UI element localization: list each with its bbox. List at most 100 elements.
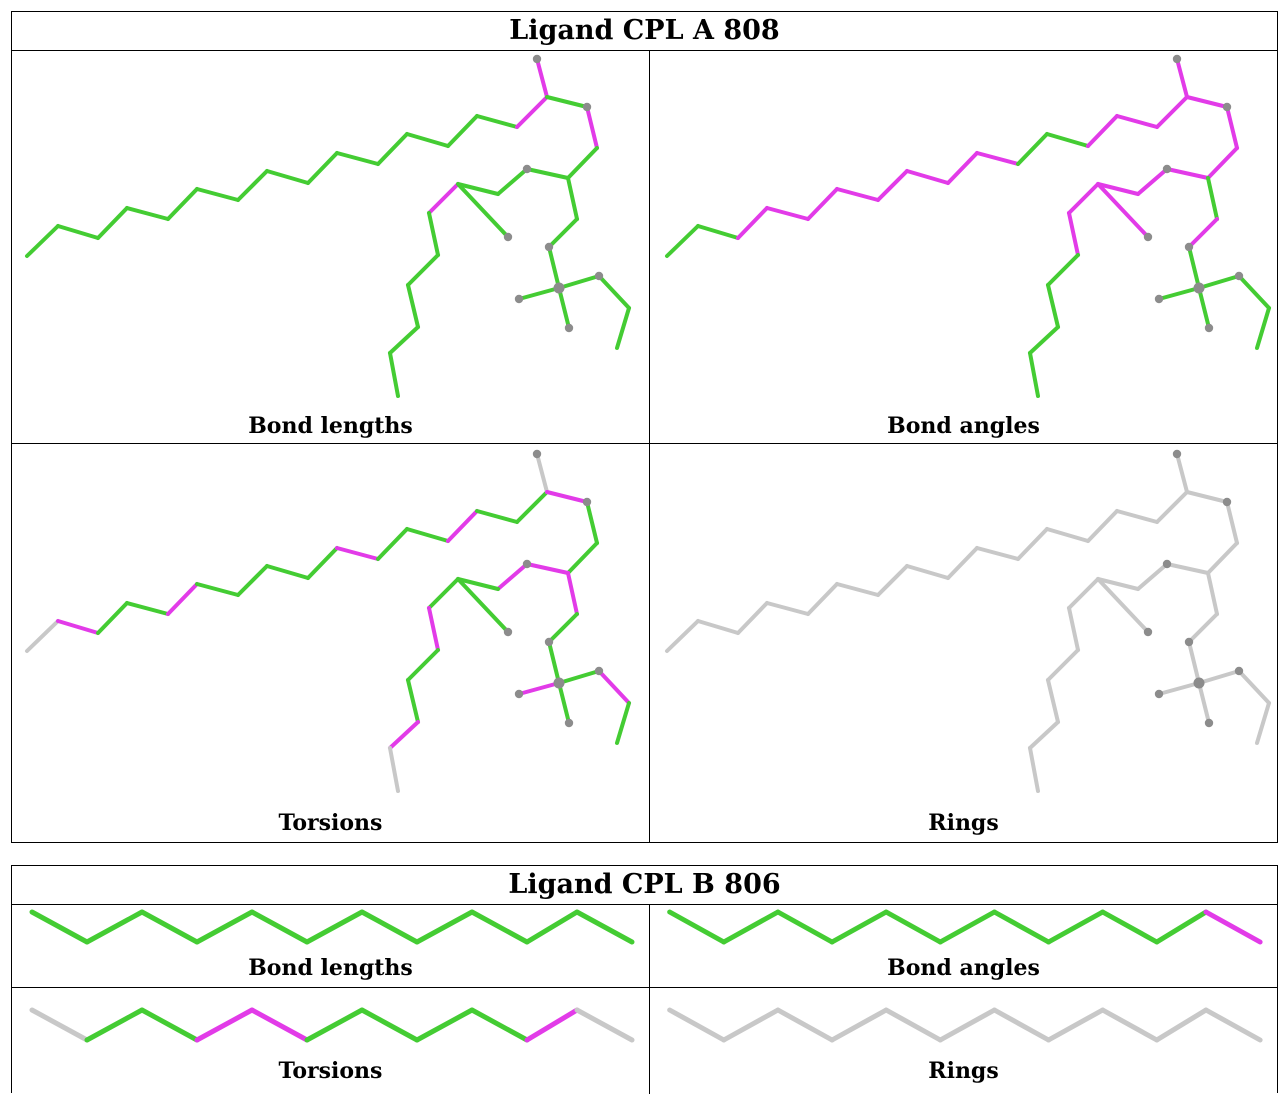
- bond: [1203, 1007, 1263, 1043]
- atom: [544, 637, 554, 647]
- bond: [405, 527, 450, 543]
- bond: [876, 169, 909, 202]
- bond: [585, 500, 599, 545]
- bond: [304, 909, 365, 945]
- bond: [736, 206, 769, 240]
- ligand-a-bond-angles-structure: [665, 54, 1271, 398]
- ligand-b-torsions-structure: [29, 1007, 635, 1043]
- bond: [547, 245, 561, 290]
- bond: [1028, 351, 1040, 398]
- bond: [905, 169, 950, 185]
- bond: [427, 182, 460, 215]
- bond: [547, 612, 579, 644]
- bond: [1187, 217, 1219, 249]
- bond: [547, 217, 579, 249]
- bond: [597, 274, 631, 310]
- bond: [1187, 612, 1219, 644]
- bond: [1175, 57, 1189, 99]
- bond: [166, 187, 199, 221]
- bond: [139, 909, 200, 945]
- bond: [721, 909, 781, 945]
- atom: [1222, 102, 1232, 112]
- bond: [574, 909, 635, 945]
- bond: [1028, 746, 1040, 793]
- bond: [388, 720, 420, 750]
- bond: [456, 577, 510, 634]
- bond: [1187, 640, 1201, 685]
- bond: [388, 351, 400, 398]
- bond: [1136, 562, 1169, 591]
- ligand-a-torsions-panel: Torsions: [12, 444, 649, 842]
- ligand-a-torsions-structure: [25, 449, 631, 793]
- bond: [1086, 509, 1119, 543]
- bond: [1046, 1007, 1106, 1043]
- bond: [1096, 182, 1140, 196]
- bond: [515, 95, 549, 129]
- bond: [517, 681, 561, 696]
- bond: [249, 909, 310, 945]
- atom: [582, 102, 592, 112]
- bond: [1237, 669, 1271, 705]
- bond: [1136, 167, 1169, 196]
- bond: [236, 169, 269, 202]
- bond: [194, 1007, 255, 1043]
- atom: [1172, 54, 1182, 64]
- atom: [1234, 666, 1244, 676]
- bond: [475, 114, 519, 129]
- bond: [946, 546, 979, 580]
- atom: [1143, 627, 1153, 637]
- bond: [1203, 909, 1263, 945]
- bond: [388, 325, 420, 355]
- bond: [1197, 286, 1211, 330]
- ligand-a-rings-panel: Rings: [650, 444, 1277, 842]
- bond: [721, 1007, 781, 1043]
- bond: [883, 1007, 943, 1043]
- bond: [195, 582, 240, 597]
- bond: [1046, 283, 1060, 329]
- bond: [469, 1007, 530, 1043]
- bond: [515, 490, 549, 524]
- ligand-a-rings-label: Rings: [928, 810, 999, 836]
- ligand-b-bond-angles-label: Bond angles: [887, 955, 1040, 981]
- atom: [522, 559, 532, 569]
- atom: [1162, 164, 1172, 174]
- atom: [1222, 497, 1232, 507]
- bond: [1255, 701, 1271, 745]
- ligand-b-bond-angles-structure: [667, 909, 1263, 945]
- bond: [414, 909, 475, 945]
- ligand-a-rings-structure: [665, 449, 1271, 793]
- ligand-b-bond-lengths-panel: Bond lengths: [12, 905, 649, 987]
- bond: [1115, 509, 1159, 524]
- bond: [427, 211, 440, 257]
- bond: [1185, 95, 1229, 109]
- atom: [553, 282, 565, 294]
- bond: [975, 151, 1020, 166]
- bond: [1046, 648, 1080, 682]
- bond: [406, 648, 440, 682]
- atom: [503, 627, 513, 637]
- bond: [249, 1007, 310, 1043]
- bond: [557, 669, 601, 685]
- atom: [1154, 689, 1164, 699]
- bond: [615, 306, 631, 350]
- bond: [1016, 132, 1049, 166]
- bond: [667, 1007, 727, 1043]
- bond: [566, 176, 579, 221]
- bond: [456, 182, 500, 196]
- bond: [765, 601, 810, 616]
- bond: [1028, 325, 1060, 355]
- bond: [1187, 245, 1201, 290]
- ligand-a-bond-lengths-label: Bond lengths: [248, 413, 413, 439]
- bond: [456, 182, 510, 239]
- ligand-b-block: Ligand CPL B 806 Bond lengths Bond angle…: [11, 865, 1278, 1094]
- atom: [1172, 449, 1182, 459]
- bond: [765, 206, 810, 221]
- bond: [557, 274, 601, 290]
- atom: [564, 323, 574, 333]
- bond: [359, 1007, 420, 1043]
- bond: [937, 909, 997, 945]
- bond: [1155, 95, 1189, 129]
- bond: [194, 909, 255, 945]
- bond: [139, 1007, 200, 1043]
- bond: [1067, 606, 1080, 652]
